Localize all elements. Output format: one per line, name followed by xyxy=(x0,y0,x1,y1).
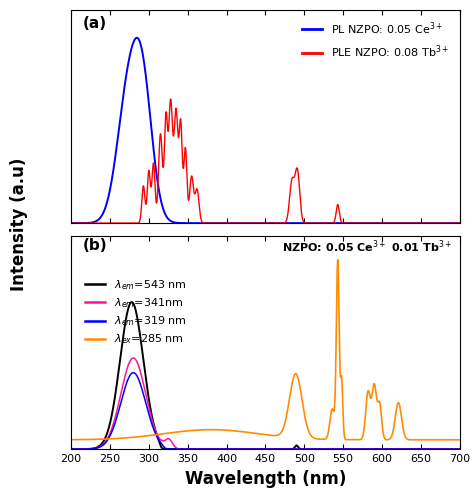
Legend: $\lambda_{em}$=543 nm, $\lambda_{em}$=341nm, $\lambda_{em}$=319 nm, $\lambda_{ex: $\lambda_{em}$=543 nm, $\lambda_{em}$=34… xyxy=(81,273,191,351)
Text: NZPO: 0.05 Ce$^{3+}$ 0.01 Tb$^{3+}$: NZPO: 0.05 Ce$^{3+}$ 0.01 Tb$^{3+}$ xyxy=(282,238,452,254)
Legend: PL NZPO: 0.05 Ce$^{3+}$, PLE NZPO: 0.08 Tb$^{3+}$: PL NZPO: 0.05 Ce$^{3+}$, PLE NZPO: 0.08 … xyxy=(298,15,454,64)
Text: (a): (a) xyxy=(83,16,107,31)
Text: (b): (b) xyxy=(83,238,108,253)
X-axis label: Wavelength (nm): Wavelength (nm) xyxy=(185,470,346,488)
Text: Intensity (a.u): Intensity (a.u) xyxy=(10,158,28,291)
